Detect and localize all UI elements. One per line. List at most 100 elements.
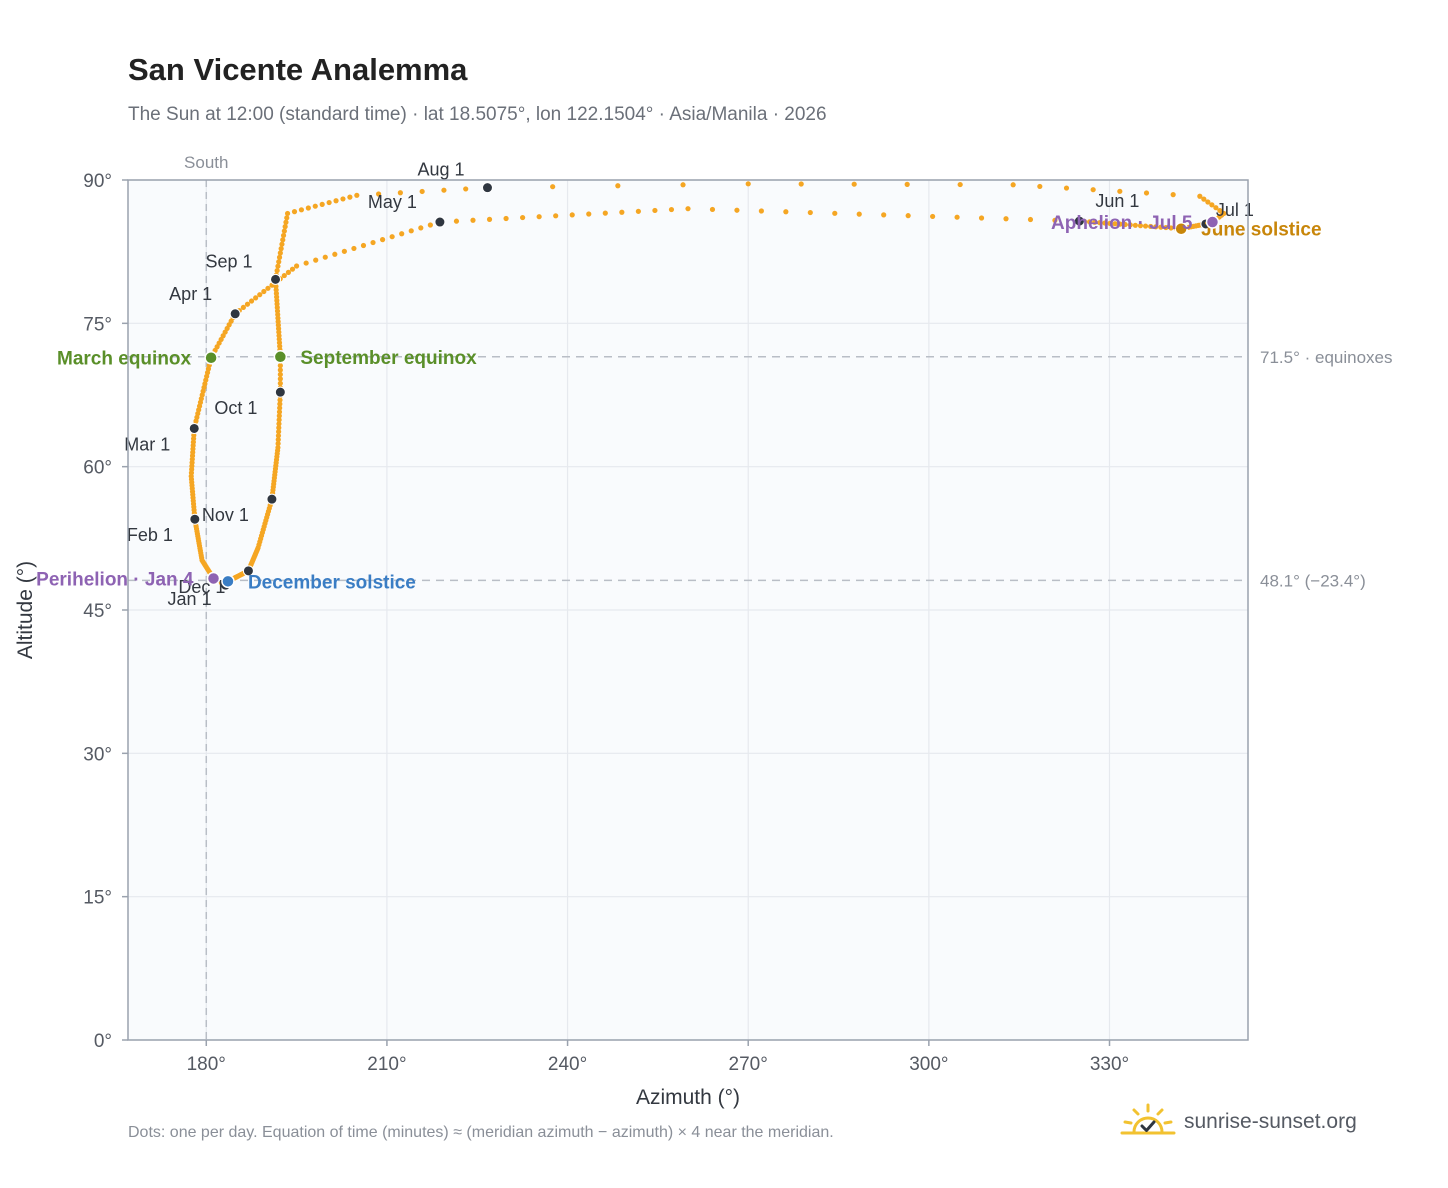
day-dot xyxy=(1092,219,1098,225)
day-dot xyxy=(619,209,625,215)
day-dot xyxy=(1122,221,1128,228)
day-dot xyxy=(553,213,559,219)
day-dot xyxy=(275,437,281,443)
month-label: Oct 1 xyxy=(214,398,257,418)
event-marker xyxy=(221,574,235,589)
month-marker xyxy=(274,386,286,398)
day-dot xyxy=(685,206,691,212)
day-dot xyxy=(303,260,309,266)
x-tick-label: 240° xyxy=(548,1054,587,1075)
x-tick-label: 180° xyxy=(187,1054,226,1075)
day-dot xyxy=(277,371,283,378)
day-dot xyxy=(1137,223,1144,229)
day-dot xyxy=(427,222,433,228)
day-dot xyxy=(832,210,838,216)
day-dot xyxy=(244,301,251,307)
month-marker xyxy=(270,273,282,285)
day-dot xyxy=(277,397,283,403)
day-dot xyxy=(1107,220,1113,226)
day-dot xyxy=(680,182,686,188)
day-dot xyxy=(280,232,287,239)
x-tick-label: 300° xyxy=(909,1054,948,1075)
day-dot xyxy=(856,211,862,217)
y-tick-label: 45° xyxy=(83,601,112,622)
day-dot xyxy=(248,298,255,304)
day-dot xyxy=(276,417,282,423)
y-tick-label: 75° xyxy=(83,314,112,335)
day-dot xyxy=(389,234,395,240)
month-label: Sep 1 xyxy=(206,251,253,271)
day-dot xyxy=(758,208,764,214)
day-dot xyxy=(1148,223,1154,230)
x-tick-label: 270° xyxy=(729,1054,768,1075)
day-dot xyxy=(569,212,575,218)
day-dot xyxy=(602,210,608,216)
day-dot xyxy=(635,208,641,214)
day-dot xyxy=(520,214,526,221)
day-dot xyxy=(399,231,405,237)
month-label: May 1 xyxy=(368,192,417,212)
day-dot xyxy=(1027,216,1034,223)
day-dot xyxy=(397,190,403,196)
day-dot xyxy=(1052,217,1058,223)
day-dot xyxy=(1197,193,1203,199)
month-label: Jun 1 xyxy=(1095,191,1139,211)
day-dot xyxy=(798,181,804,187)
day-dot xyxy=(276,421,282,427)
day-dot xyxy=(957,181,963,188)
day-dot xyxy=(265,285,271,291)
day-dot xyxy=(1102,220,1108,226)
day-dot xyxy=(276,413,282,419)
month-label: Feb 1 xyxy=(127,525,173,545)
brand[interactable]: sunrise-sunset.org xyxy=(1120,1102,1357,1142)
day-dot xyxy=(257,292,263,298)
day-dot xyxy=(1117,221,1123,227)
y-tick-label: 90° xyxy=(83,171,112,192)
day-dot xyxy=(668,206,675,213)
day-dot xyxy=(240,304,246,311)
day-dot xyxy=(276,259,282,265)
day-dot xyxy=(503,215,509,222)
day-dot xyxy=(375,191,382,197)
day-dot xyxy=(1163,224,1169,231)
day-dot xyxy=(281,272,287,279)
day-dot xyxy=(276,429,282,435)
day-dot xyxy=(298,207,305,213)
day-dot xyxy=(408,228,414,234)
day-dot xyxy=(326,199,332,206)
month-marker xyxy=(229,308,241,320)
event-label: June solstice xyxy=(1201,220,1321,241)
event-label: March equinox xyxy=(57,349,192,370)
day-dot xyxy=(332,251,338,257)
day-dot xyxy=(1090,187,1096,193)
y-axis-title: Altitude (°) xyxy=(14,561,37,659)
day-dot xyxy=(277,376,283,382)
month-marker xyxy=(266,493,278,505)
reference-line-label: 71.5° · equinoxes xyxy=(1260,348,1393,367)
day-dot xyxy=(851,181,857,187)
event-label: December solstice xyxy=(248,572,416,593)
day-dot xyxy=(1142,223,1149,229)
day-dot xyxy=(275,440,281,447)
day-dot xyxy=(652,207,658,214)
event-marker xyxy=(273,350,288,364)
month-label: Apr 1 xyxy=(169,284,212,304)
day-dot xyxy=(418,225,424,231)
day-dot xyxy=(1201,196,1207,202)
day-dot xyxy=(1217,207,1223,214)
month-label: Aug 1 xyxy=(417,160,464,180)
meridian-label: South xyxy=(184,153,228,172)
day-dot xyxy=(277,250,283,256)
footnote: Dots: one per day. Equation of time (min… xyxy=(128,1124,834,1141)
day-dot xyxy=(379,237,386,243)
day-dot xyxy=(783,209,789,215)
day-dot xyxy=(280,237,286,243)
reference-lines: South 71.5° · equinoxes 48.1° (−23.4°) xyxy=(128,153,1393,1040)
day-dot xyxy=(277,367,283,373)
day-dot xyxy=(463,186,469,192)
y-tick-label: 60° xyxy=(83,458,112,479)
day-dot xyxy=(1003,216,1009,222)
event-label: Aphelion · Jul 5 xyxy=(1051,213,1193,234)
day-dot xyxy=(253,295,259,301)
